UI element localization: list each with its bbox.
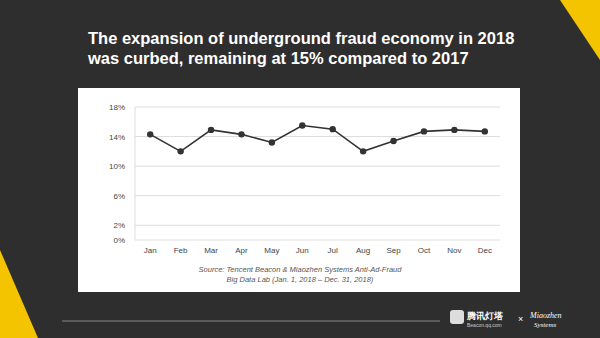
x-tick-label: Mar bbox=[204, 246, 218, 255]
grid-line bbox=[135, 195, 500, 196]
logo-text: Miaozhen bbox=[529, 311, 562, 320]
corner-decor bbox=[0, 250, 38, 338]
data-point bbox=[299, 122, 305, 128]
data-point bbox=[421, 128, 427, 134]
data-point bbox=[269, 139, 275, 145]
corner-decor bbox=[560, 0, 600, 60]
x-tick-label: Oct bbox=[418, 246, 431, 255]
y-axis-line bbox=[135, 107, 136, 240]
grid-line bbox=[135, 136, 500, 137]
data-point bbox=[208, 127, 214, 133]
grid-line bbox=[135, 225, 500, 226]
x-tick-label: Jun bbox=[296, 246, 309, 255]
chart-panel bbox=[78, 88, 520, 292]
x-tick-label: Sep bbox=[386, 246, 401, 255]
data-point bbox=[390, 138, 396, 144]
data-point bbox=[147, 131, 153, 137]
data-point bbox=[238, 131, 244, 137]
logo-text: Systems bbox=[534, 321, 556, 329]
source-note: Source: Tencent Beacon & Miaozhen System… bbox=[199, 265, 403, 274]
data-point bbox=[330, 126, 336, 132]
plot-group bbox=[147, 122, 488, 154]
y-tick-label: 2% bbox=[113, 221, 125, 230]
stage: 0% 2% 6% 10% 14% 18% Jan Feb Mar Apr May Jun Jul Aug S… bbox=[0, 0, 600, 338]
data-point bbox=[360, 148, 366, 154]
data-point bbox=[482, 128, 488, 134]
grid-line bbox=[135, 166, 500, 167]
data-point bbox=[451, 127, 457, 133]
series-line bbox=[150, 125, 485, 151]
logo-separator: × bbox=[518, 314, 523, 324]
footer-rule bbox=[62, 321, 440, 322]
logo-icon bbox=[450, 310, 464, 324]
title: The expansion of underground fraud econo… bbox=[88, 28, 528, 68]
y-tick-label: 18% bbox=[109, 103, 125, 112]
x-tick-label: Apr bbox=[235, 246, 248, 255]
data-point bbox=[177, 148, 183, 154]
y-tick-label: 0% bbox=[113, 236, 125, 245]
y-tick-label: 10% bbox=[109, 162, 125, 171]
logo-text: Beacon.qq.com bbox=[467, 322, 502, 328]
x-tick-label: Feb bbox=[174, 246, 188, 255]
x-tick-label: Aug bbox=[356, 246, 370, 255]
grid-line bbox=[135, 107, 500, 108]
y-tick-label: 6% bbox=[113, 192, 125, 201]
x-tick-label: Jul bbox=[328, 246, 338, 255]
source-note: Big Data Lab (Jan. 1, 2018 – Dec. 31, 20… bbox=[227, 275, 374, 284]
y-tick-label: 14% bbox=[109, 133, 125, 142]
x-tick-label: Jan bbox=[144, 246, 157, 255]
logo-text: 腾讯灯塔 bbox=[466, 311, 504, 321]
x-tick-label: Dec bbox=[478, 246, 492, 255]
grid-line bbox=[135, 240, 500, 241]
x-tick-label: Nov bbox=[447, 246, 461, 255]
x-tick-label: May bbox=[264, 246, 279, 255]
